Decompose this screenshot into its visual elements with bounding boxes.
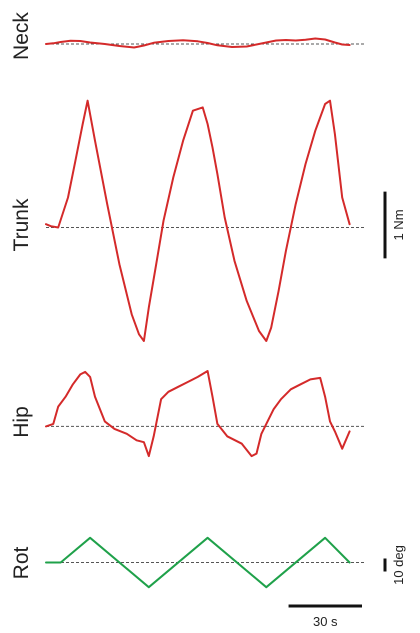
- scale-label-s: 30 s: [313, 614, 338, 629]
- row-label-neck: Neck: [10, 12, 33, 60]
- trace-rot: [45, 536, 351, 589]
- traces-layer: [45, 37, 366, 589]
- row-label-trunk: Trunk: [10, 198, 33, 251]
- scale-label-Nm: 1 Nm: [391, 209, 406, 240]
- trace-neck: [45, 37, 351, 49]
- trace-hip: [45, 370, 351, 458]
- trace-trunk: [45, 99, 351, 342]
- scale-bars: 1 Nm 10 deg 30 s: [288, 191, 406, 629]
- row-label-rot: Rot: [10, 546, 33, 579]
- scale-label-deg: 10 deg: [391, 545, 406, 585]
- row-labels: Neck Trunk Hip Rot: [10, 12, 33, 580]
- row-label-hip: Hip: [10, 406, 33, 438]
